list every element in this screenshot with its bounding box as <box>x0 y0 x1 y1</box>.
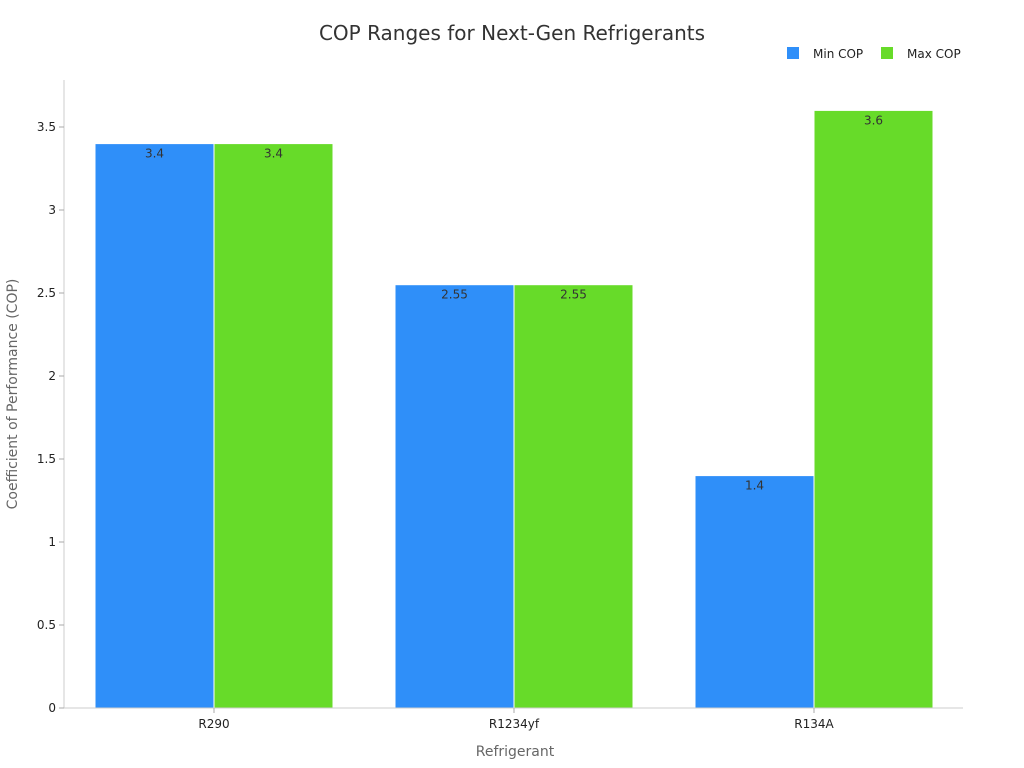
y-tick-label: 0.5 <box>37 618 56 632</box>
y-tick-label: 3 <box>48 203 56 217</box>
bar-max-cop-r290 <box>213 143 334 709</box>
bar-data-label: 3.4 <box>264 147 283 161</box>
y-tick-label: 3.5 <box>37 120 56 134</box>
y-tick-label: 1 <box>48 535 56 549</box>
bar-max-cop-r134a <box>813 109 934 709</box>
legend-swatch-max-cop <box>881 47 893 59</box>
x-tick-label: R290 <box>198 717 229 731</box>
legend-swatch-min-cop <box>787 47 799 59</box>
bar-data-label: 3.6 <box>864 113 883 127</box>
bar-min-cop-r134a <box>694 475 815 709</box>
x-tick-label: R1234yf <box>489 717 540 731</box>
bar-data-label: 3.4 <box>145 147 164 161</box>
x-tick-label: R134A <box>794 717 834 731</box>
chart-title: COP Ranges for Next-Gen Refrigerants <box>319 21 705 45</box>
bar-data-label: 1.4 <box>745 479 764 493</box>
legend-label-min-cop: Min COP <box>813 47 863 61</box>
bar-min-cop-r290 <box>94 143 215 709</box>
y-tick-label: 2.5 <box>37 286 56 300</box>
legend: Min COP Max COP <box>787 47 961 61</box>
bar-data-label: 2.55 <box>560 288 587 302</box>
y-axis-label: Coefficient of Performance (COP) <box>5 279 21 510</box>
bar-data-label: 2.55 <box>441 288 468 302</box>
y-tick-label: 2 <box>48 369 56 383</box>
bar-min-cop-r1234yf <box>394 284 515 709</box>
plot-area: 3.4 3.4 2.55 2.55 1.4 3.6 <box>94 109 934 709</box>
x-axis-label: Refrigerant <box>476 744 555 760</box>
y-tick-label: 1.5 <box>37 452 56 466</box>
bar-max-cop-r1234yf <box>513 284 634 709</box>
y-tick-label: 0 <box>48 701 56 715</box>
legend-label-max-cop: Max COP <box>907 47 961 61</box>
